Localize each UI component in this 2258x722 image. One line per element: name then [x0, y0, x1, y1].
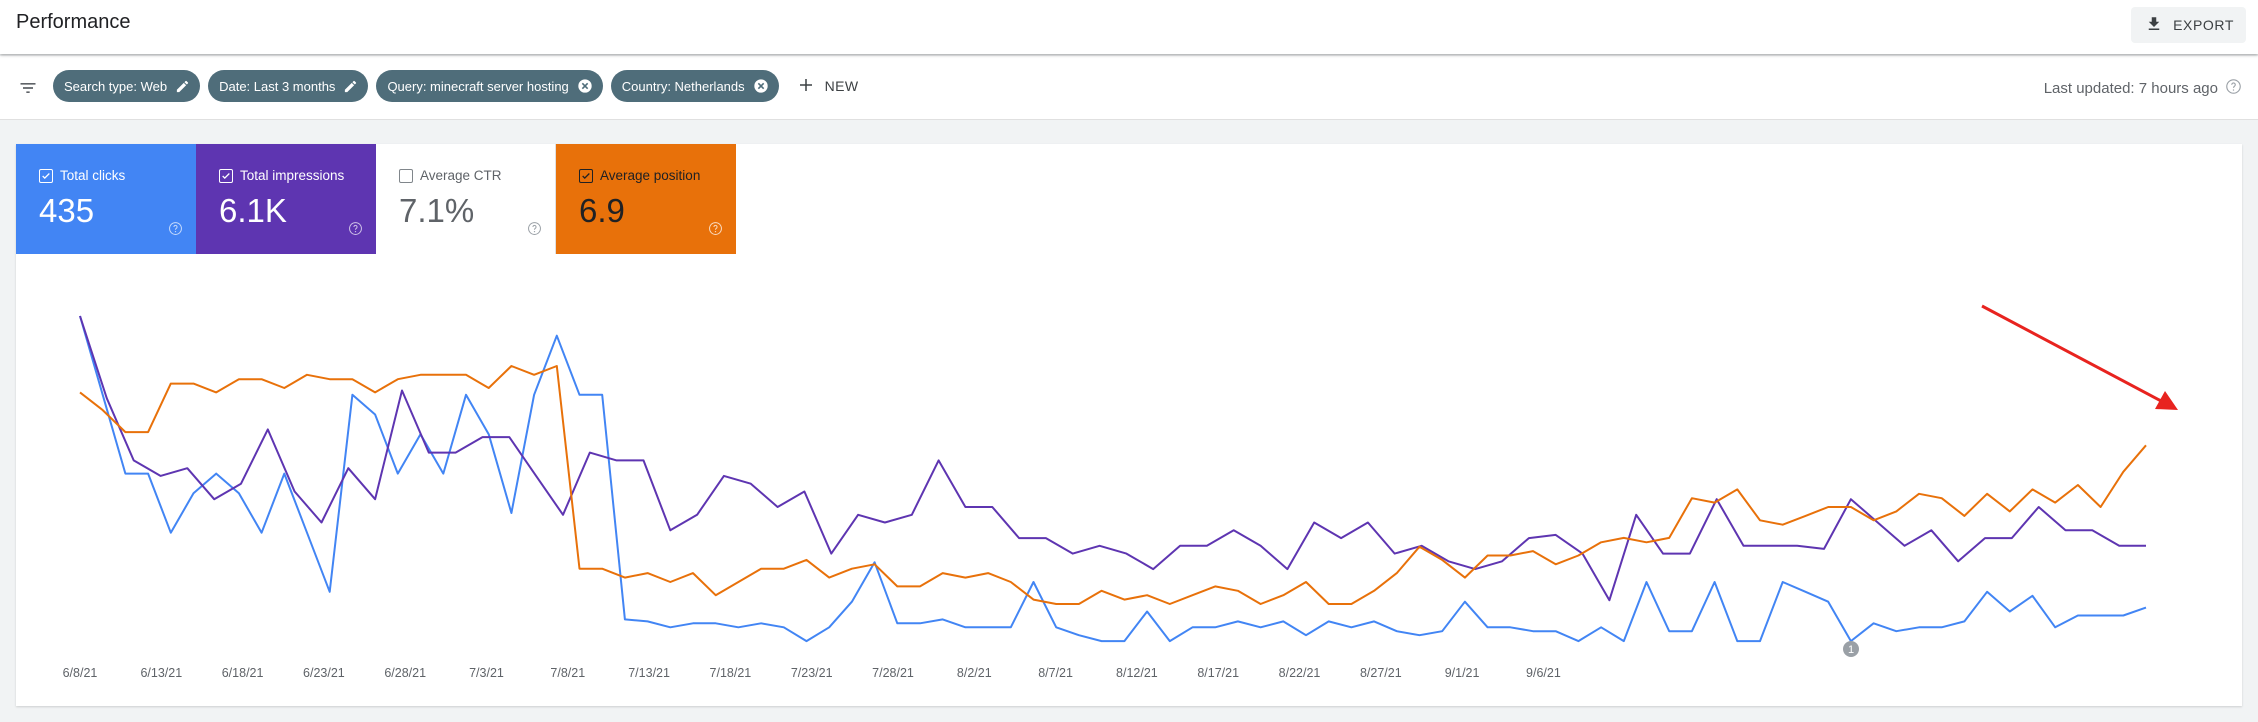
metric-tile-ctr[interactable]: Average CTR 7.1% [376, 144, 556, 254]
x-tick-label: 8/17/21 [1197, 666, 1239, 680]
app-header: Performance EXPORT [0, 0, 2258, 54]
close-icon[interactable] [577, 78, 593, 94]
performance-chart: 6/8/21 6/13/21 6/18/21 6/23/21 6/28/21 7/3/21… [63, 304, 2178, 680]
x-tick-label: 7/13/21 [628, 666, 670, 680]
x-tick-label: 6/13/21 [140, 666, 182, 680]
metric-value: 6.9 [579, 192, 625, 229]
x-tick-label: 7/8/21 [550, 666, 585, 680]
edit-icon[interactable] [175, 79, 190, 94]
filter-bar: Search type: Web Date: Last 3 months Que… [0, 56, 2258, 120]
x-tick-label: 7/18/21 [710, 666, 752, 680]
help-icon[interactable] [2225, 78, 2242, 99]
export-label: EXPORT [2173, 17, 2234, 33]
filter-chip-date[interactable]: Date: Last 3 months [208, 70, 369, 102]
series-line-average-position [79, 365, 2147, 605]
help-icon[interactable] [348, 221, 363, 241]
series-line-total-clicks [79, 315, 2147, 643]
x-tick-label: 6/28/21 [384, 666, 426, 680]
metric-tile-impressions[interactable]: Total impressions 6.1K [196, 144, 376, 254]
x-tick-label: 7/3/21 [469, 666, 504, 680]
x-tick-label: 8/2/21 [957, 666, 992, 680]
plus-icon [797, 76, 815, 97]
help-icon[interactable] [527, 221, 542, 241]
export-button[interactable]: EXPORT [2131, 7, 2246, 43]
metric-label: Total impressions [240, 168, 345, 183]
metric-value: 7.1% [399, 192, 475, 229]
x-tick-label: 7/23/21 [791, 666, 833, 680]
chip-label: Country: Netherlands [621, 78, 745, 94]
annotation-marker[interactable]: 1 [1843, 641, 1859, 657]
close-icon[interactable] [753, 78, 769, 94]
metric-label: Average CTR [420, 168, 502, 183]
new-filter-label: NEW [824, 78, 859, 94]
last-updated: Last updated: 7 hours ago [2044, 78, 2242, 99]
filter-chips: Search type: Web Date: Last 3 months Que… [53, 70, 859, 102]
help-icon[interactable] [168, 221, 183, 241]
chip-label: Date: Last 3 months [219, 78, 336, 94]
help-icon[interactable] [708, 221, 723, 241]
checkbox-checked-icon[interactable] [39, 168, 53, 183]
chip-label: Search type: Web [64, 78, 168, 94]
checkbox-checked-icon[interactable] [219, 168, 233, 183]
x-tick-label: 6/18/21 [222, 666, 264, 680]
filter-chip-query[interactable]: Query: minecraft server hosting [376, 70, 603, 102]
new-filter-button[interactable]: NEW [797, 70, 859, 102]
series-line-total-impressions [79, 315, 2146, 602]
x-tick-label: 6/23/21 [303, 666, 345, 680]
x-tick-label: 9/1/21 [1445, 666, 1480, 680]
x-tick-label: 8/27/21 [1360, 666, 1402, 680]
metric-value: 6.1K [219, 192, 287, 229]
metric-tile-clicks[interactable]: Total clicks 435 [16, 144, 196, 254]
chip-label: Query: minecraft server hosting [387, 78, 569, 94]
filter-chip-country[interactable]: Country: Netherlands [610, 70, 779, 102]
checkbox-checked-icon[interactable] [579, 168, 593, 183]
highlight-arrow [1981, 304, 2178, 410]
svg-text:1: 1 [1848, 644, 1854, 656]
metric-value: 435 [39, 192, 95, 229]
metric-label: Average position [600, 168, 701, 183]
x-tick-label: 8/22/21 [1279, 666, 1321, 680]
performance-card: 6/8/21 6/13/21 6/18/21 6/23/21 6/28/21 7/3/21… [16, 144, 2242, 706]
checkbox-unchecked-icon[interactable] [399, 168, 413, 183]
download-icon [2145, 15, 2163, 36]
x-tick-label: 9/6/21 [1526, 666, 1561, 680]
filter-chip-search-type[interactable]: Search type: Web [53, 70, 201, 102]
x-tick-label: 7/28/21 [872, 666, 914, 680]
edit-icon[interactable] [343, 79, 358, 94]
x-tick-label: 6/8/21 [63, 666, 98, 680]
x-tick-label: 8/7/21 [1038, 666, 1073, 680]
last-updated-text: Last updated: 7 hours ago [2043, 80, 2218, 97]
page-title: Performance [16, 11, 131, 33]
x-tick-label: 8/12/21 [1116, 666, 1158, 680]
metric-tiles: Total clicks 435 Total impressions 6.1K … [16, 144, 736, 254]
metric-label: Total clicks [60, 168, 126, 183]
filter-icon[interactable] [18, 78, 38, 103]
metric-tile-position[interactable]: Average position 6.9 [556, 144, 736, 254]
